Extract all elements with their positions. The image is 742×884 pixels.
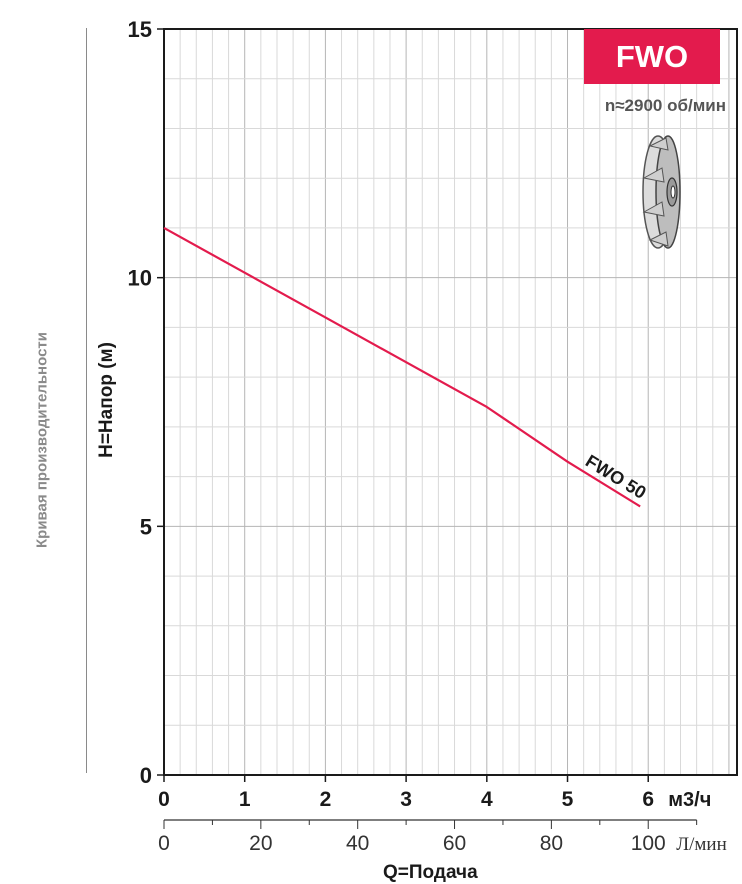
impeller-icon [642,135,681,249]
x-tick-label: 2 [320,788,332,811]
plot-frame [163,28,738,776]
x-tick-label: 5 [562,788,574,811]
y-tick-label: 0 [140,763,152,788]
side-rule [86,28,87,773]
x2-tick-label: 0 [158,832,170,855]
x2-tick-label: 80 [540,832,563,855]
series-layer: FWO 50 [163,226,650,508]
x2-tick-label: 40 [346,832,369,855]
y-tick-label: 15 [128,17,152,42]
x2-tick-label: 60 [443,832,466,855]
x2-tick-label: 20 [249,832,272,855]
x-tick-label: 3 [400,788,412,811]
rotation-speed: n≈2900 об/мин [604,96,726,115]
model-badge: FWO [584,29,720,84]
x-tick-label: 0 [158,788,170,811]
x-axis-unit: м3/ч [668,789,711,811]
x-tick-label: 6 [642,788,654,811]
y-tick-label: 10 [128,266,152,291]
x-axis-label: Q=Подача [383,862,478,883]
x-tick-label: 1 [239,788,251,811]
series-line-0 [163,226,641,508]
x2-axis-unit: Л/мин [676,834,727,855]
x2-tick-label: 100 [631,832,666,855]
y-tick-label: 5 [140,514,152,539]
x-tick-label: 4 [481,788,493,811]
grid [164,29,737,775]
